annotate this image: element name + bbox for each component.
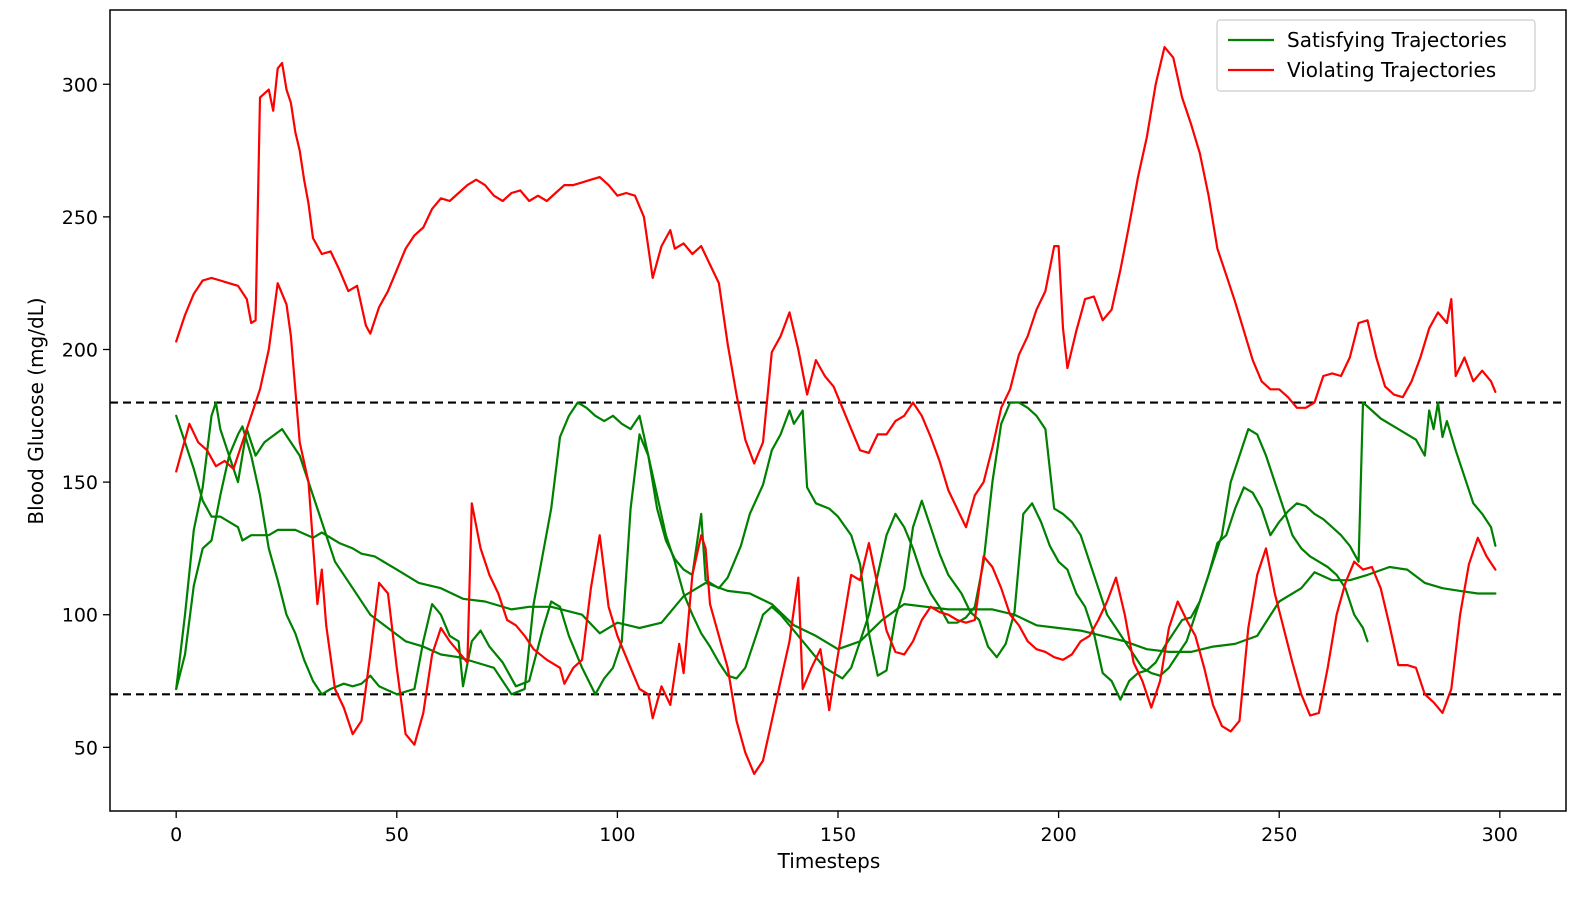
x-tick-label: 200 [1040,824,1076,846]
x-tick-label: 150 [820,824,856,846]
x-axis-ticks: 0 50 100 150 200 250 300 [170,811,1518,846]
series-line-violating-4 [175,282,1497,776]
y-tick-label: 50 [74,737,98,759]
y-tick-label: 200 [62,339,98,361]
y-axis-ticks: 50 100 150 200 250 300 [62,74,110,759]
x-tick-label: 300 [1482,824,1518,846]
series-line-satisfying-1 [175,401,1497,701]
series-line-satisfying-2 [175,401,1369,696]
y-tick-label: 100 [62,605,98,627]
legend-box [1216,19,1536,92]
legend-label-satisfying: Satisfying Trajectories [1287,28,1507,52]
legend-label-violating: Violating Trajectories [1287,58,1496,82]
y-tick-label: 150 [62,472,98,494]
series-layer [175,45,1497,776]
x-tick-label: 50 [385,824,409,846]
x-tick-label: 100 [599,824,635,846]
legend: Satisfying Trajectories Violating Trajec… [1216,19,1536,92]
x-tick-label: 250 [1261,824,1297,846]
y-tick-label: 300 [62,74,98,96]
series-line-satisfying-0 [175,414,1497,654]
y-tick-label: 250 [62,207,98,229]
y-axis-title: Blood Glucose (mg/dL) [24,297,48,524]
series-line-violating-3 [175,45,1497,529]
x-axis-title: Timesteps [777,849,881,873]
x-tick-label: 0 [170,824,182,846]
